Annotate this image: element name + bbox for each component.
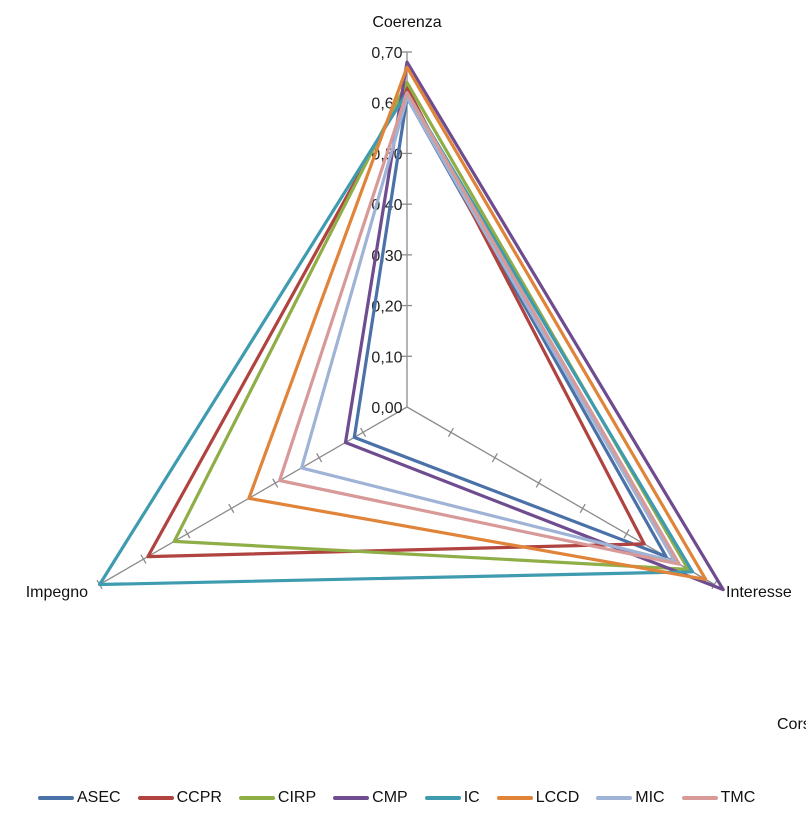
legend-item-ic: IC (424, 789, 480, 807)
legend-swatch (238, 796, 275, 800)
tick-label: 0,10 (371, 349, 402, 366)
series-group (97, 60, 725, 592)
legend-swatch (681, 796, 718, 800)
legend-label: LCCD (535, 789, 580, 806)
legend-label: CCPR (176, 789, 222, 806)
axis-line-impegno (99, 406, 408, 586)
tick-mark (228, 503, 235, 514)
tick-label: 0,40 (371, 197, 402, 214)
legend-swatch (424, 796, 461, 800)
tick-marks (96, 51, 718, 590)
tick-mark (360, 427, 367, 438)
legend-label: ASEC (77, 789, 121, 806)
tick-mark (623, 529, 630, 539)
axis-labels: Coerenza Interesse Impegno (26, 14, 792, 601)
legend-item-lccd: LCCD (496, 789, 580, 807)
legend-label: MIC (635, 789, 665, 806)
series-cmp (343, 60, 725, 592)
tick-mark (579, 503, 586, 514)
tick-mark (184, 529, 191, 539)
tick-label: 0,00 (371, 400, 402, 417)
legend-item-mic: MIC (596, 789, 665, 807)
tick-label: 0,20 (371, 299, 402, 316)
legend-item-cmp: CMP (333, 789, 408, 807)
series-lccd (247, 65, 708, 582)
legend-label: TMC (720, 789, 756, 806)
legend: ASEC CCPR CIRP CMP IC LCCD MIC TMC (38, 787, 772, 809)
legend-swatch (496, 796, 533, 800)
legend-swatch (38, 796, 74, 800)
series-asec (352, 95, 668, 559)
tick-mark (140, 554, 147, 564)
axis-label-coerenza: Coerenza (372, 14, 441, 31)
legend-swatch (333, 796, 370, 800)
legend-item-cirp: CIRP (238, 789, 317, 807)
tick-mark (272, 478, 279, 488)
series-ccpr (146, 85, 646, 559)
tick-mark (447, 427, 454, 438)
legend-item-tmc: TMC (681, 789, 756, 807)
legend-label: CMP (372, 789, 408, 806)
tick-mark (316, 453, 323, 463)
series-ic (97, 90, 695, 587)
series-mic (300, 95, 677, 564)
tick-label: 0,30 (371, 248, 402, 265)
tick-mark (491, 453, 498, 463)
legend-swatch (137, 796, 174, 800)
legend-label: CIRP (277, 789, 317, 806)
tick-mark (535, 478, 542, 488)
legend-label: IC (463, 789, 480, 806)
tick-label: 0,70 (371, 45, 402, 62)
legend-item-asec: ASEC (38, 789, 121, 807)
truncated-label: Cors (777, 716, 806, 733)
series-tmc (278, 90, 681, 566)
legend-swatch (596, 796, 633, 800)
legend-item-ccpr: CCPR (137, 789, 222, 807)
axis-label-interesse: Interesse (726, 584, 792, 601)
axis-label-impegno: Impegno (26, 584, 88, 601)
